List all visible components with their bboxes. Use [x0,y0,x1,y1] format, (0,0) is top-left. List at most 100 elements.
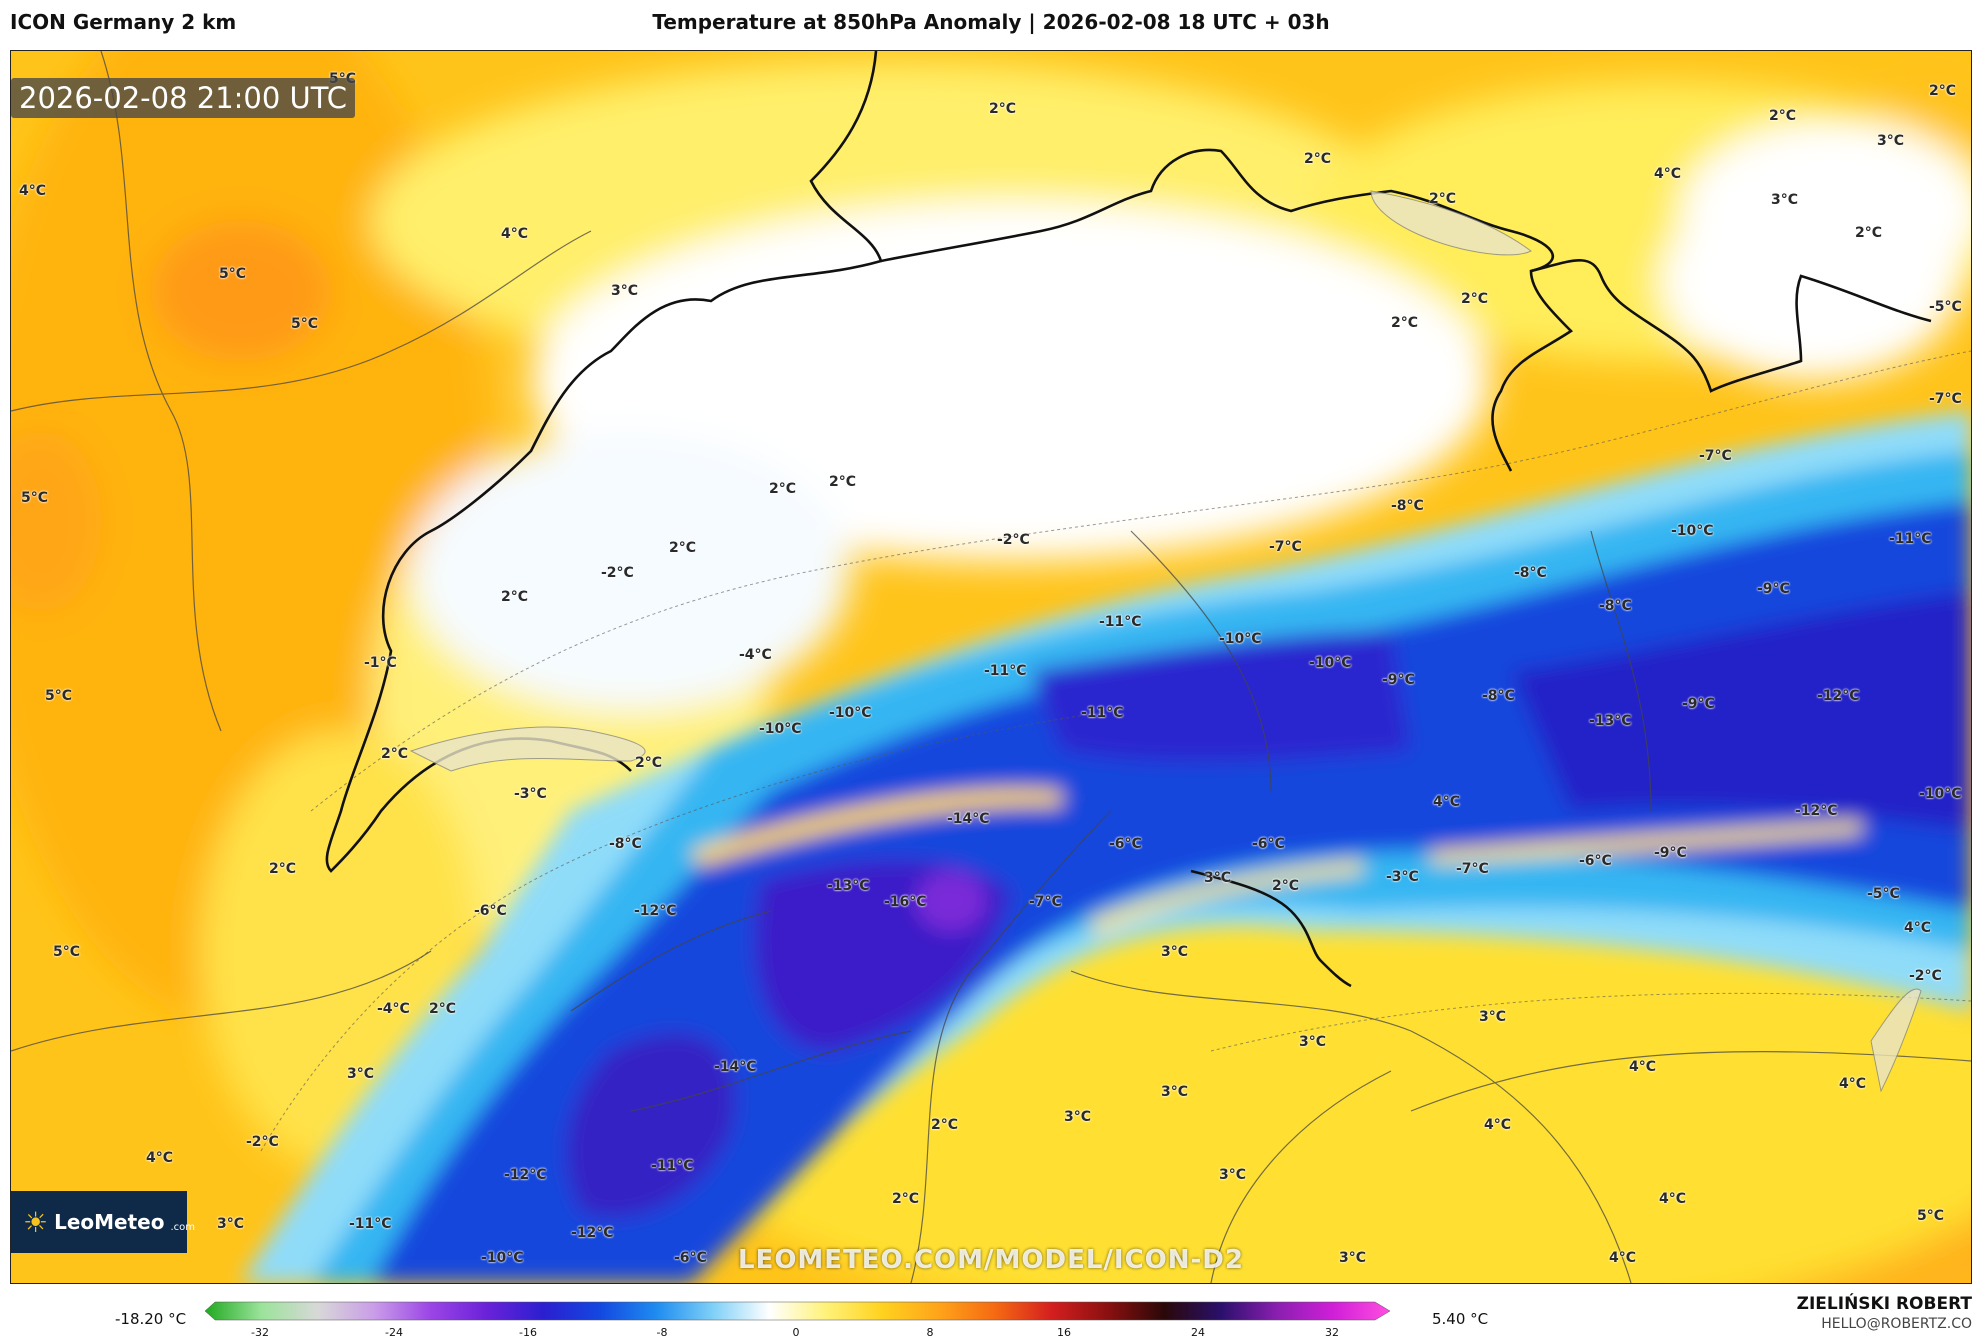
colorbar-tick-label: 0 [792,1326,800,1339]
temperature-label: 3°C [1161,944,1189,960]
temperature-label: -14°C [947,811,990,827]
colorbar-tick-label: -16 [519,1326,537,1339]
temperature-label: 3°C [1299,1034,1327,1050]
temperature-label: 3°C [1771,192,1799,208]
footer: -18.20 °C -32 -24 -16 -8 0 8 16 24 32 5.40 °C ZI… [0,1290,1982,1339]
temperature-label: -4°C [739,647,772,663]
temperature-label: 2°C [892,1191,920,1207]
temperature-label: 4°C [1654,166,1682,182]
temperature-label: -11°C [349,1216,392,1232]
colorbar-tick-label: -8 [656,1326,668,1339]
temperature-label: 4°C [1629,1059,1657,1075]
temperature-label: 4°C [19,183,47,199]
colorbar-tick-label: -24 [385,1326,403,1339]
temperature-label: -9°C [1382,672,1415,688]
temperature-label: -2°C [601,565,634,581]
temperature-label: -7°C [1456,861,1489,877]
temperature-label: 3°C [1877,133,1905,149]
temperature-label: -11°C [1099,614,1142,630]
temperature-label: 4°C [1609,1250,1637,1266]
temperature-label: -9°C [1757,581,1790,597]
temperature-label: 2°C [429,1001,457,1017]
temperature-label: 3°C [1219,1167,1247,1183]
temperature-label: -10°C [829,705,872,721]
temperature-label: 3°C [1339,1250,1367,1266]
temperature-label: -7°C [1269,539,1302,555]
temperature-label: -3°C [1386,869,1419,885]
temperature-label: -6°C [1579,853,1612,869]
temperature-label: 5°C [1917,1208,1945,1224]
temperature-label: -10°C [1309,655,1352,671]
temperature-label: 5°C [219,266,247,282]
temperature-label: 4°C [1839,1076,1867,1092]
map-title: Temperature at 850hPa Anomaly | 2026-02-… [652,10,1330,34]
temperature-label: 2°C [989,101,1017,117]
temperature-label: 4°C [1433,794,1461,810]
temperature-label: -7°C [1929,391,1962,407]
temperature-label: -10°C [1671,523,1714,539]
temperature-label: 3°C [217,1216,245,1232]
temperature-label: 3°C [1479,1009,1507,1025]
temperature-label: -4°C [377,1001,410,1017]
temperature-label: 3°C [1204,870,1232,886]
temperature-label: -6°C [1109,836,1142,852]
temperature-label: -5°C [1867,886,1900,902]
temperature-label: -9°C [1654,845,1687,861]
logo-brand: LeoMeteo [54,1210,165,1234]
valid-time-badge: 2026-02-08 21:00 UTC [11,78,356,118]
temperature-label: -10°C [1219,631,1262,647]
colorbar-tick-label: -32 [251,1326,269,1339]
map-panel[interactable]: 5°C 2°C 2°C 2°C 3°C 2°C 4°C 2°C 3°C 2°C 4°C 4°C 5°C 5… [10,50,1972,1284]
temperature-label: -2°C [246,1134,279,1150]
temperature-label: -7°C [1699,448,1732,464]
temperature-label: 2°C [1769,108,1797,124]
temperature-label: 2°C [1272,878,1300,894]
temperature-label: -12°C [1795,803,1838,819]
temperature-anomaly-map [11,51,1971,1283]
temperature-label: -2°C [1909,968,1942,984]
temperature-label: -12°C [634,903,677,919]
temperature-label: 2°C [829,474,857,490]
temperature-label: 2°C [269,861,297,877]
temperature-label: -6°C [674,1250,707,1266]
temperature-label: 4°C [1904,920,1932,936]
temperature-label: 2°C [669,540,697,556]
sun-icon: ☀ [23,1205,49,1239]
temperature-label: 4°C [146,1150,174,1166]
temperature-label: -11°C [651,1158,694,1174]
temperature-label: -10°C [1919,786,1962,802]
temperature-label: 2°C [1391,315,1419,331]
temperature-label: 3°C [347,1066,375,1082]
temperature-label: -8°C [1482,688,1515,704]
temperature-label: 3°C [1064,1109,1092,1125]
temperature-label: 2°C [1429,191,1457,207]
temperature-label: 2°C [1855,225,1883,241]
temperature-label: -13°C [1589,713,1632,729]
temperature-label: 5°C [45,688,73,704]
temperature-label: 2°C [931,1117,959,1133]
temperature-label: 2°C [501,589,529,605]
colorbar-tick-label: 16 [1057,1326,1071,1339]
temperature-label: 2°C [1929,83,1957,99]
model-name: ICON Germany 2 km [10,10,237,34]
temperature-label: -12°C [1817,688,1860,704]
temperature-label: -1°C [364,655,397,671]
author-name: ZIELIŃSKI ROBERT [1796,1294,1972,1314]
leometeo-logo[interactable]: ☀ LeoMeteo .com [11,1191,195,1253]
temperature-label: 5°C [291,316,319,332]
colorbar [205,1301,1390,1321]
temperature-label: 4°C [1484,1117,1512,1133]
temperature-label: -3°C [514,786,547,802]
temperature-label: 3°C [611,283,639,299]
temperature-label: -9°C [1682,696,1715,712]
temperature-label: -6°C [1252,836,1285,852]
author-email[interactable]: HELLO@ROBERTZ.CO [1821,1316,1972,1332]
temperature-label: 2°C [1461,291,1489,307]
temperature-label: -6°C [474,903,507,919]
temperature-label: -11°C [1889,531,1932,547]
temperature-label: -12°C [571,1225,614,1241]
temperature-label: 4°C [1659,1191,1687,1207]
colorbar-tick-label: 32 [1325,1326,1339,1339]
logo-domain: .com [170,1222,196,1233]
colorbar-max-label: 5.40 °C [1432,1310,1489,1328]
